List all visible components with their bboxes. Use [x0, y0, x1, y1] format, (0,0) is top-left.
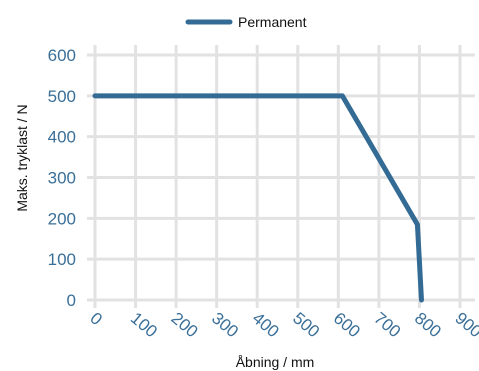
x-tick-label: 900 [451, 309, 479, 342]
legend-label-permanent: Permanent [238, 14, 307, 30]
x-axis-title: Åbning / mm [236, 354, 315, 370]
y-tick-label: 400 [48, 128, 76, 147]
grid [87, 45, 475, 308]
x-tick-label: 300 [208, 309, 242, 342]
y-tick-label: 600 [48, 46, 76, 65]
series-line-permanent [92, 93, 424, 303]
x-tick-label: 800 [411, 309, 445, 342]
y-tick-label: 100 [48, 250, 76, 269]
y-tick-label: 0 [67, 291, 76, 310]
x-tick-label: 700 [370, 309, 404, 342]
y-tick-label: 500 [48, 87, 76, 106]
x-tick-label: 100 [127, 309, 161, 342]
x-tick-labels: 0 100 200 300 400 500 600 700 800 900 [86, 309, 479, 342]
x-tick-label: 200 [168, 309, 202, 342]
legend: Permanent [185, 14, 307, 30]
y-tick-labels: 0 100 200 300 400 500 600 [48, 46, 76, 310]
series-layer [92, 93, 424, 303]
x-tick-label: 0 [86, 309, 105, 330]
y-tick-label: 200 [48, 209, 76, 228]
x-tick-label: 400 [249, 309, 283, 342]
y-tick-label: 300 [48, 169, 76, 188]
y-axis-title: Maks. tryklast / N [14, 104, 30, 211]
x-tick-label: 600 [330, 309, 364, 342]
x-tick-label: 500 [289, 309, 323, 342]
